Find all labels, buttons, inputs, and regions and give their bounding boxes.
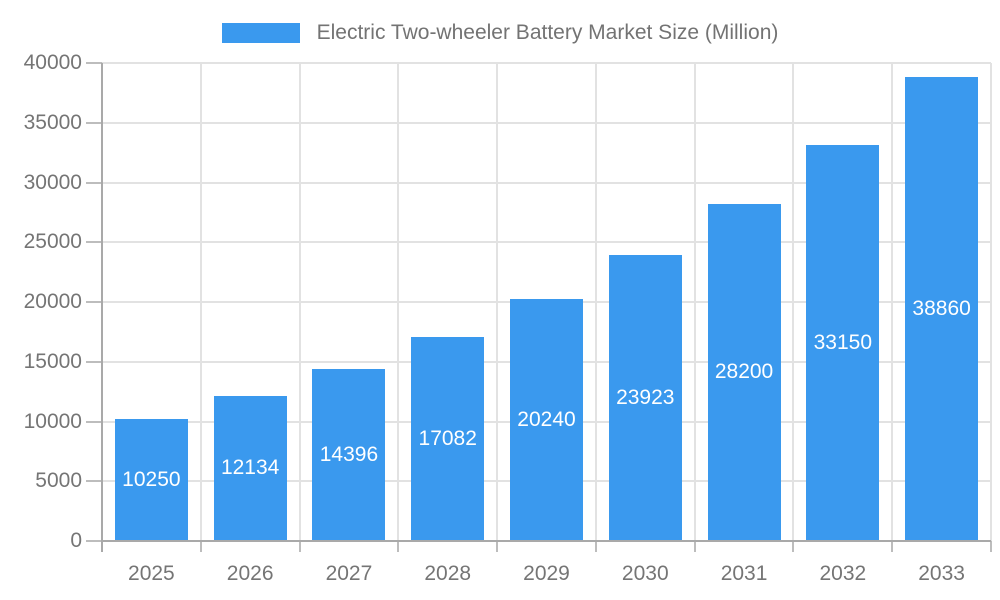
bar-value-label: 14396 [319, 442, 379, 466]
y-axis-label: 35000 [23, 110, 82, 134]
x-gridline [693, 63, 696, 541]
bar-2033[interactable]: 38860 [905, 76, 979, 541]
legend[interactable]: Electric Two-wheeler Battery Market Size… [0, 20, 1000, 46]
y-axis-tick [86, 420, 102, 423]
x-axis-tick [792, 541, 795, 552]
bar-2031[interactable]: 28200 [707, 204, 781, 541]
bar-2027[interactable]: 14396 [312, 368, 386, 541]
y-gridline [102, 181, 991, 184]
y-axis-tick [86, 301, 102, 303]
x-gridline [397, 63, 400, 541]
bar-value-label: 28200 [714, 360, 774, 384]
y-axis-tick [86, 480, 102, 483]
x-axis-tick [693, 541, 696, 552]
bar-value-label: 17082 [418, 426, 477, 450]
x-axis-tick [397, 541, 400, 552]
y-gridline [102, 121, 991, 124]
x-axis-label: 2031 [720, 562, 768, 585]
x-axis-tick [496, 541, 499, 552]
y-axis-tick [86, 62, 102, 64]
x-axis-label: 2029 [523, 562, 570, 585]
bar-value-label: 20240 [517, 408, 576, 432]
y-axis-label: 25000 [23, 230, 82, 254]
x-axis-tick [298, 541, 301, 552]
bar-2029[interactable]: 20240 [510, 299, 583, 541]
legend-label: Electric Two-wheeler Battery Market Size… [316, 21, 779, 44]
x-axis-label: 2032 [819, 562, 867, 585]
y-axis-label: 0 [70, 529, 82, 552]
bar-value-label: 38860 [912, 296, 971, 320]
x-gridline [594, 63, 597, 541]
x-axis-line [102, 540, 991, 542]
y-axis-label: 10000 [23, 409, 82, 433]
bar-value-label: 12134 [220, 456, 280, 480]
x-gridline [891, 63, 894, 541]
y-axis-tick [86, 360, 102, 363]
bar-value-label: 33150 [813, 330, 873, 354]
x-gridline [199, 63, 202, 541]
bar-value-label: 10250 [122, 467, 181, 491]
y-axis-tick [86, 241, 102, 244]
x-axis-tick [990, 541, 992, 552]
x-axis-tick [891, 541, 894, 552]
bar-value-label: 23923 [616, 386, 675, 410]
bar-2026[interactable]: 12134 [213, 395, 287, 541]
x-axis-label: 2027 [325, 562, 373, 585]
x-gridline [496, 63, 499, 541]
y-axis-label: 15000 [23, 349, 82, 373]
y-axis-label: 30000 [23, 170, 82, 194]
y-axis-tick [86, 181, 102, 184]
y-axis-label: 5000 [35, 469, 82, 493]
y-axis-label: 40000 [23, 51, 82, 74]
bar-2025[interactable]: 10250 [114, 418, 188, 541]
x-axis-label: 2025 [128, 562, 175, 585]
bar-2028[interactable]: 17082 [411, 336, 485, 541]
y-gridline [102, 62, 991, 64]
y-gridline [102, 241, 991, 244]
x-axis-tick [594, 541, 597, 552]
x-gridline [298, 63, 301, 541]
x-axis-label: 2033 [918, 562, 965, 585]
x-axis-label: 2030 [621, 562, 669, 585]
y-axis-label: 20000 [23, 290, 82, 313]
bar-2030[interactable]: 23923 [608, 255, 682, 541]
x-axis-label: 2028 [424, 562, 472, 585]
x-gridline [990, 63, 992, 541]
x-gridline [792, 63, 795, 541]
y-axis-line [101, 63, 103, 552]
y-axis-tick [86, 121, 102, 124]
legend-swatch-icon [221, 23, 300, 43]
x-axis-tick [199, 541, 202, 552]
x-axis-label: 2026 [226, 562, 274, 585]
bar-2032[interactable]: 33150 [806, 144, 880, 541]
y-axis-tick [86, 540, 102, 542]
